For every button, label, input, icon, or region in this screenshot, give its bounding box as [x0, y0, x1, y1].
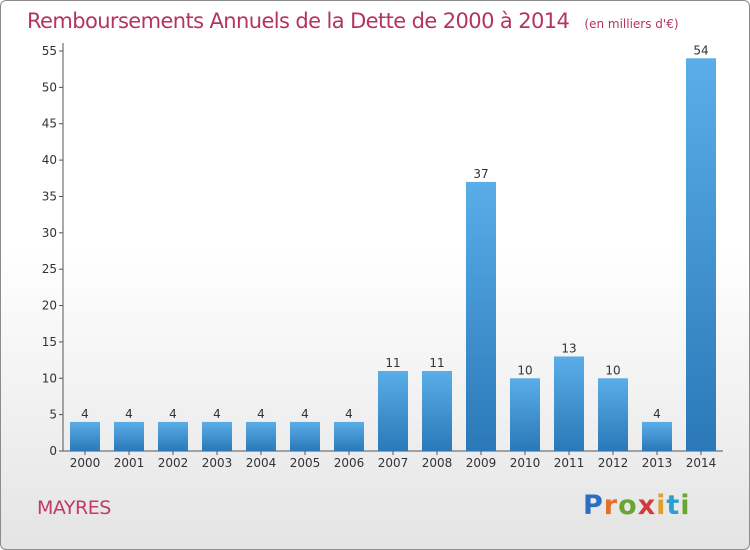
y-tick-label: 20: [42, 299, 57, 313]
bar: [70, 421, 100, 451]
y-tick-label: 35: [42, 189, 57, 203]
brand-letter: t: [666, 490, 681, 521]
chart-unit: (en milliers d'€): [584, 17, 679, 31]
bar-value-label: 4: [213, 407, 221, 421]
bar-value-label: 4: [81, 407, 89, 421]
bar: [466, 181, 496, 451]
bar: [686, 58, 716, 451]
y-tick-label: 50: [42, 80, 57, 94]
bar-value-label: 37: [473, 167, 488, 181]
bar: [290, 421, 320, 451]
y-tick-label: 10: [42, 371, 57, 385]
bar-value-label: 4: [169, 407, 177, 421]
x-tick-label: 2001: [114, 456, 145, 470]
x-tick-label: 2009: [466, 456, 497, 470]
brand-letter: i: [656, 490, 667, 521]
bar-value-label: 4: [653, 407, 661, 421]
x-tick-label: 2005: [290, 456, 321, 470]
brand-logo: Proxiti: [583, 490, 691, 521]
bar-value-label: 54: [693, 43, 708, 57]
bar-value-label: 13: [561, 341, 576, 355]
brand-letter: i: [680, 490, 691, 521]
chart-title: Remboursements Annuels de la Dette de 20…: [27, 9, 570, 33]
x-tick-label: 2006: [334, 456, 365, 470]
commune-name: MAYRES: [37, 497, 111, 519]
bar: [246, 421, 276, 451]
bar: [158, 421, 188, 451]
bar: [554, 356, 584, 451]
brand-letter: P: [583, 490, 604, 521]
x-tick-label: 2007: [378, 456, 409, 470]
bar-value-label: 4: [301, 407, 309, 421]
bar: [378, 371, 408, 451]
bar-value-label: 10: [605, 363, 620, 377]
bar-value-label: 11: [385, 356, 400, 370]
x-tick-label: 2003: [202, 456, 233, 470]
bar: [598, 378, 628, 451]
x-tick-label: 2004: [246, 456, 277, 470]
y-tick-label: 0: [49, 444, 57, 458]
bar: [422, 371, 452, 451]
bar-value-label: 4: [345, 407, 353, 421]
bar-value-label: 11: [429, 356, 444, 370]
brand-letter: o: [618, 490, 638, 521]
y-tick-label: 30: [42, 226, 57, 240]
bar: [642, 421, 672, 451]
x-tick-label: 2010: [510, 456, 541, 470]
brand-letter: r: [603, 490, 619, 521]
x-tick-label: 2011: [554, 456, 585, 470]
bar-value-label: 4: [125, 407, 133, 421]
bar: [334, 421, 364, 451]
y-tick-label: 15: [42, 335, 57, 349]
brand-letter: x: [637, 490, 657, 521]
y-tick-label: 5: [49, 408, 57, 422]
x-tick-label: 2012: [598, 456, 629, 470]
bar: [114, 421, 144, 451]
bar-value-label: 10: [517, 363, 532, 377]
x-tick-label: 2002: [158, 456, 189, 470]
x-tick-label: 2014: [686, 456, 717, 470]
bar: [510, 378, 540, 451]
chart-title-line: Remboursements Annuels de la Dette de 20…: [27, 9, 679, 33]
x-tick-label: 2008: [422, 456, 453, 470]
y-tick-label: 45: [42, 117, 57, 131]
bar: [202, 421, 232, 451]
y-tick-label: 55: [42, 44, 57, 58]
bar-value-label: 4: [257, 407, 265, 421]
y-tick-label: 40: [42, 153, 57, 167]
y-tick-label: 25: [42, 262, 57, 276]
x-tick-label: 2000: [70, 456, 101, 470]
x-tick-label: 2013: [642, 456, 673, 470]
